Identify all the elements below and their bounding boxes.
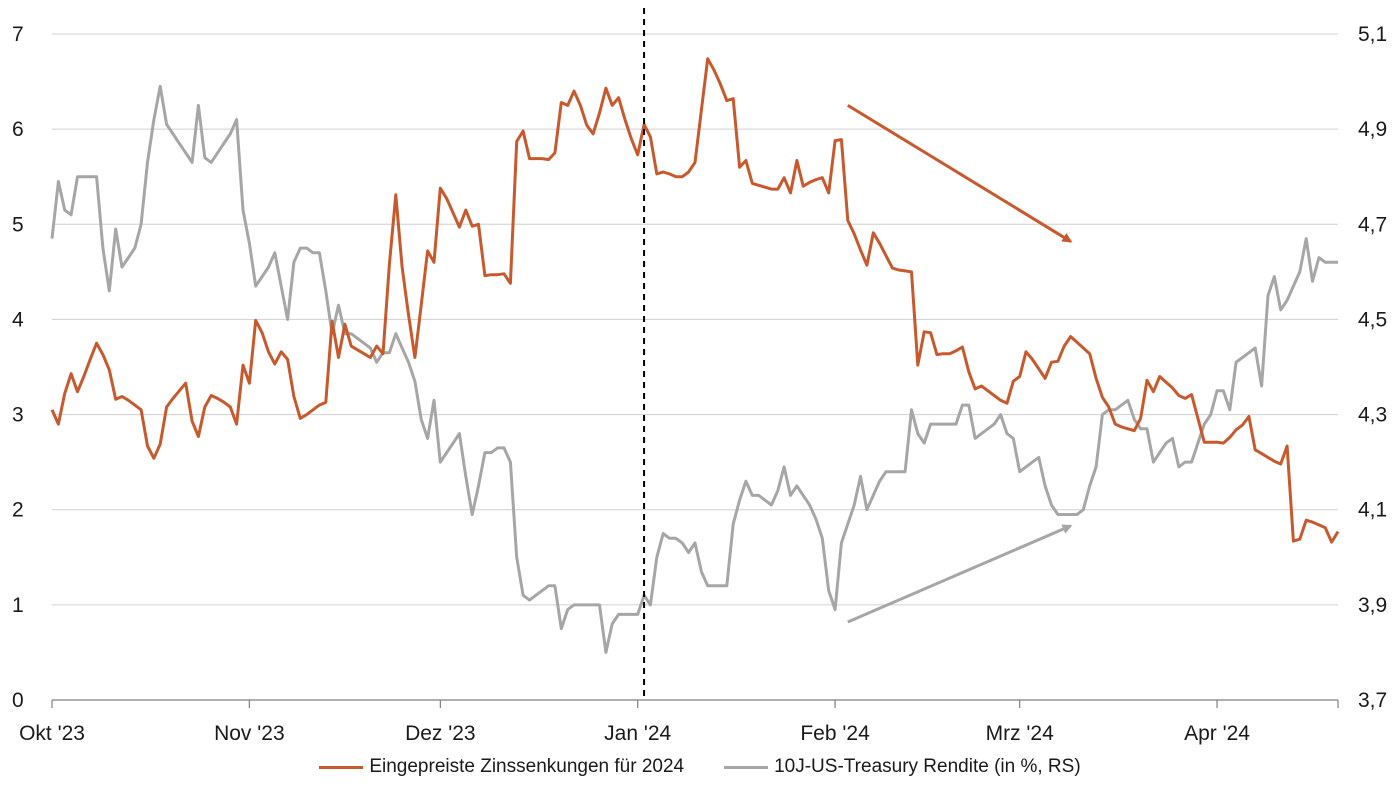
axes [51,699,1339,708]
legend: Eingepreiste Zinssenkungen für 2024 10J-… [0,752,1400,782]
trend-arrow-down [847,104,1073,243]
y-right-tick-label: 4,7 [1358,213,1387,236]
y-left-tick-label: 5 [12,213,24,236]
y-right-tick-label: 3,7 [1358,689,1387,712]
series-layer [50,57,1340,654]
y-right-tick-label: 4,1 [1358,499,1387,522]
right-y-axis: 3,7 3,9 4,1 4,3 4,5 4,7 4,9 5,1 [1358,23,1387,712]
x-tick-label: Apr '24 [1184,722,1250,745]
x-tick-label: Feb '24 [800,722,870,745]
y-left-tick-label: 1 [12,594,24,617]
y-right-tick-label: 5,1 [1358,23,1387,46]
legend-swatch-treasury-yield [724,765,769,769]
y-left-tick-label: 2 [12,499,24,522]
x-tick-label: Okt '23 [19,722,85,745]
legend-label-treasury-yield: 10J-US-Treasury Rendite (in %, RS) [774,756,1081,777]
y-left-tick-label: 3 [12,404,24,427]
x-tick-label: Jan '24 [604,722,671,745]
trend-arrows [847,104,1073,624]
y-left-tick-label: 0 [12,689,24,712]
trend-arrow-up [847,524,1073,624]
y-left-tick-label: 6 [12,118,24,141]
legend-swatch-rate-cuts [319,765,364,769]
gridlines [52,33,1338,606]
y-left-tick-label: 4 [12,308,24,331]
x-axis: Okt '23 Nov '23 Dez '23 Jan '24 Feb '24 Mrz '… [19,722,1250,745]
y-right-tick-label: 4,5 [1358,308,1387,331]
y-right-tick-label: 4,9 [1358,118,1387,141]
y-right-tick-label: 4,3 [1358,404,1387,427]
legend-item-rate-cuts: Eingepreiste Zinssenkungen für 2024 [319,756,684,778]
legend-item-treasury-yield: 10J-US-Treasury Rendite (in %, RS) [724,756,1081,778]
y-right-tick-label: 3,9 [1358,594,1387,617]
y-left-tick-label: 7 [12,23,24,46]
left-y-axis: 0 1 2 3 4 5 6 7 [12,23,24,712]
x-tick-label: Dez '23 [405,722,476,745]
series-line-treasury-yield [50,84,1338,654]
legend-label-rate-cuts: Eingepreiste Zinssenkungen für 2024 [369,756,685,777]
x-tick-label: Nov '23 [214,722,285,745]
series-line-rate-cuts [50,57,1340,544]
x-tick-label: Mrz '24 [986,722,1055,745]
